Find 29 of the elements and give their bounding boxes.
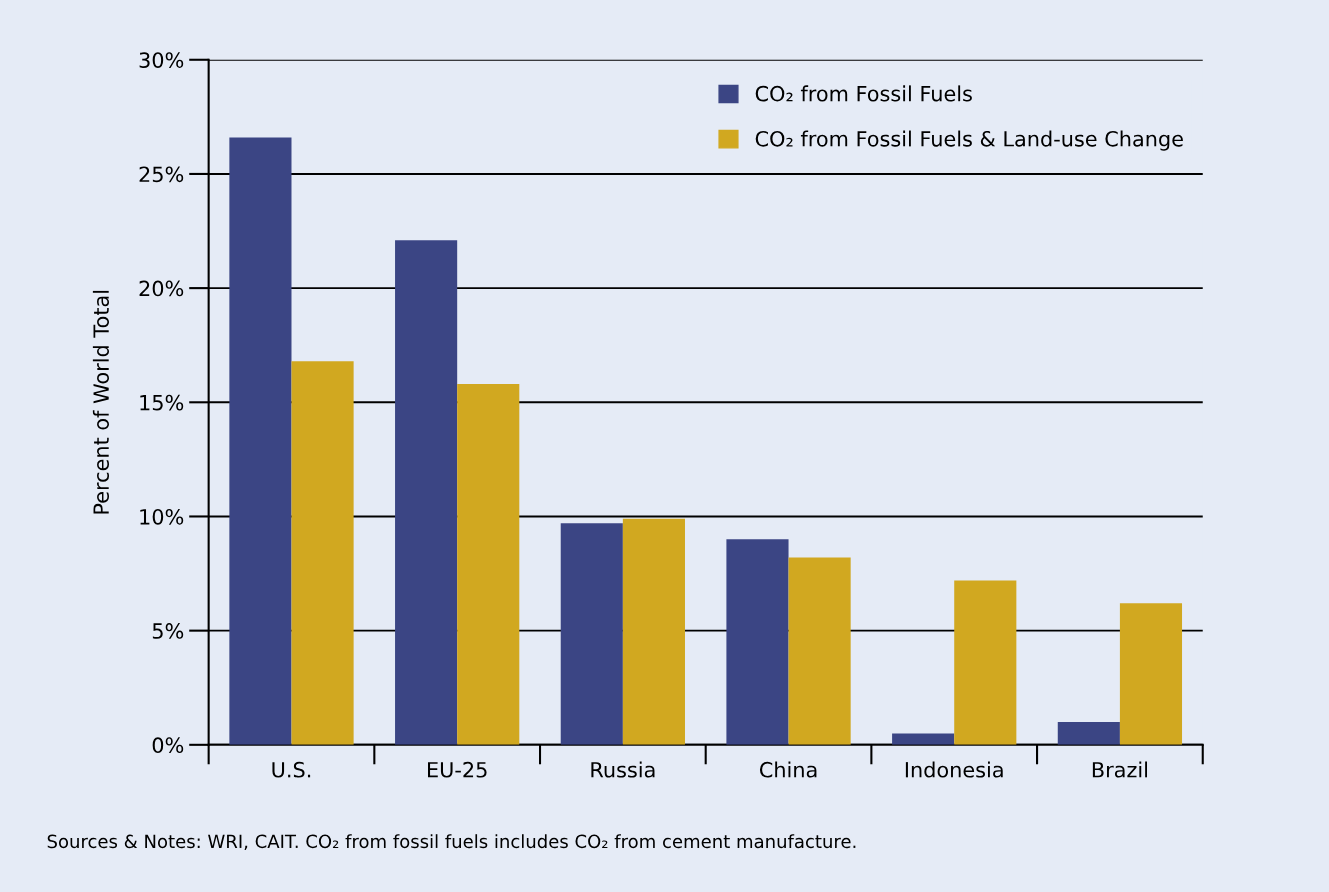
bar: [788, 557, 851, 745]
x-tick-label: U.S.: [272, 761, 311, 778]
source-note: Sources & Notes: WRI, CAIT. CO₂ from fossil fuels includes CO₂ from cement manufacture.: [47, 834, 856, 851]
bar: [1119, 603, 1183, 745]
y-tick-label: 5%: [152, 623, 184, 639]
x-tick-label: Indonesia: [905, 761, 1003, 778]
bar: [892, 733, 955, 745]
x-tick-label: Russia: [591, 761, 655, 778]
y-tick-label: 20%: [139, 280, 184, 297]
bar: [395, 240, 458, 745]
bar: [229, 137, 292, 745]
y-tick-label: 10%: [140, 508, 184, 525]
y-tick-label: 0%: [152, 737, 184, 754]
bar: [1057, 721, 1120, 745]
bar: [457, 384, 520, 745]
bar: [726, 539, 789, 745]
bar: [954, 580, 1017, 745]
y-tick-label: 30%: [139, 52, 184, 68]
y-tick-label: 25%: [139, 166, 184, 183]
legend-label: CO₂ from Fossil Fuels & Land-use Change: [755, 130, 1183, 151]
bar: [560, 523, 623, 745]
bar: [291, 361, 354, 745]
y-axis-title: Percent of World Total: [92, 290, 110, 514]
y-tick-label: 15%: [140, 394, 184, 411]
bar: [622, 518, 685, 745]
x-tick-label: China: [759, 761, 817, 778]
legend-label: CO₂ from Fossil Fuels: [755, 85, 972, 102]
x-tick-label: EU-25: [428, 761, 487, 778]
x-tick-label: Brazil: [1092, 761, 1148, 778]
